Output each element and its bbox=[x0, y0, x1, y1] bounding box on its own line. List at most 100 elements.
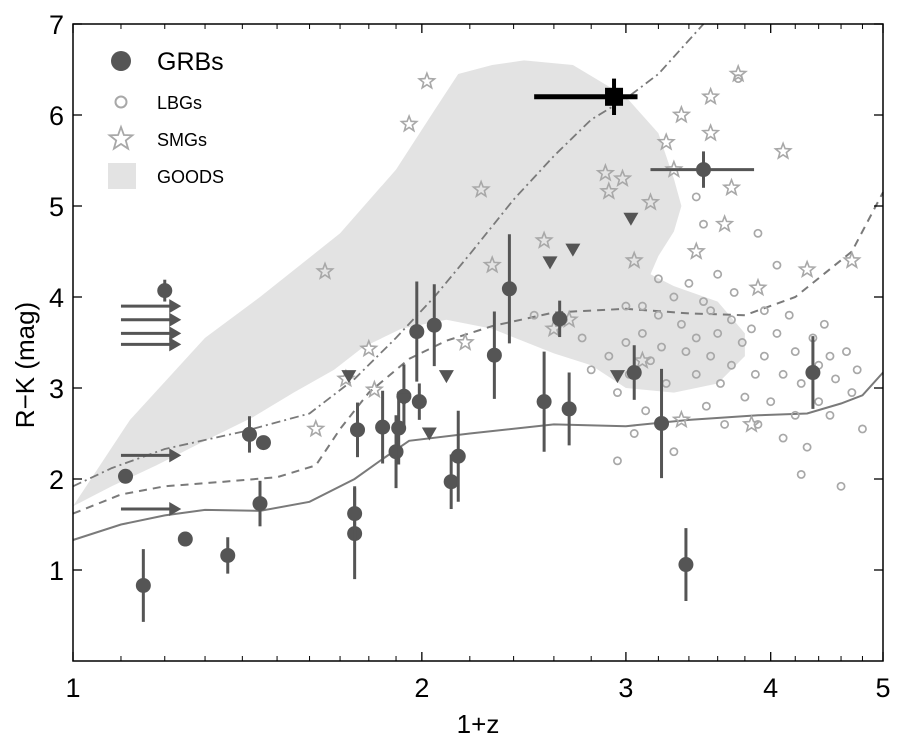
lbg-point bbox=[691, 369, 701, 379]
grb-point bbox=[350, 422, 366, 438]
legend-lbg-marker bbox=[114, 95, 128, 109]
smg-point bbox=[640, 192, 661, 211]
upper-limit-triangle bbox=[438, 370, 454, 384]
lbg-point bbox=[604, 351, 614, 361]
lbg-point bbox=[701, 401, 711, 411]
legend-label-lbgs: LBGs bbox=[157, 93, 202, 113]
lower-limit-arrowhead bbox=[169, 299, 182, 314]
smg-points-layer bbox=[306, 63, 862, 438]
smg-point bbox=[728, 63, 748, 83]
smg-point bbox=[748, 277, 768, 297]
lbg-point bbox=[681, 347, 691, 357]
lbg-point bbox=[790, 410, 800, 420]
smg-point bbox=[842, 250, 862, 269]
smg-point bbox=[306, 418, 326, 438]
lbg-point bbox=[796, 470, 806, 479]
y-axis-label: R−K (mag) bbox=[10, 302, 40, 428]
x-tick-label: 1 bbox=[65, 673, 80, 703]
smg-point bbox=[315, 261, 335, 280]
solid-model-curve bbox=[72, 371, 884, 541]
limit-markers-layer bbox=[120, 212, 639, 517]
lower-limit-arrowhead bbox=[169, 448, 182, 463]
lbg-point bbox=[586, 365, 596, 375]
smg-point bbox=[632, 350, 653, 370]
lbg-point bbox=[577, 333, 587, 343]
grb-point bbox=[450, 448, 466, 464]
lbg-point bbox=[613, 388, 622, 397]
grb-point bbox=[501, 281, 517, 297]
smg-point bbox=[656, 132, 676, 151]
x-tick-label: 3 bbox=[618, 673, 633, 703]
upper-limit-triangle bbox=[609, 370, 625, 384]
goods-region-layer bbox=[73, 60, 745, 507]
lbg-point bbox=[713, 269, 723, 279]
lbg-point bbox=[699, 297, 708, 306]
dashed-model-curve bbox=[72, 191, 884, 515]
y-tick-label: 2 bbox=[49, 465, 64, 495]
lbg-point bbox=[706, 306, 716, 316]
y-tick-label: 7 bbox=[49, 10, 64, 40]
lbg-point bbox=[772, 260, 782, 270]
legend-label-smgs: SMGs bbox=[157, 130, 207, 150]
lbg-point bbox=[858, 424, 867, 434]
upper-limit-triangle bbox=[542, 256, 558, 270]
lbg-point bbox=[706, 351, 716, 361]
grb-point bbox=[135, 577, 151, 593]
lbg-point bbox=[825, 351, 835, 361]
lbg-point bbox=[747, 324, 756, 334]
lbg-point bbox=[653, 274, 663, 284]
lbg-point bbox=[825, 410, 835, 420]
lbg-point bbox=[753, 419, 763, 429]
smg-point bbox=[417, 71, 437, 90]
lbg-point bbox=[819, 319, 829, 329]
goods-region bbox=[73, 60, 745, 507]
lbg-point bbox=[727, 360, 736, 370]
smg-point bbox=[700, 86, 721, 106]
upper-limit-triangle bbox=[565, 243, 581, 257]
smg-point bbox=[612, 168, 633, 188]
grb-point bbox=[678, 557, 694, 573]
grb-point bbox=[388, 444, 404, 460]
lower-limit-arrowhead bbox=[169, 502, 182, 517]
lbg-point bbox=[676, 319, 686, 329]
y-tick-label: 5 bbox=[49, 192, 64, 222]
smg-point bbox=[714, 213, 735, 233]
highlight-grb-layer bbox=[534, 78, 638, 115]
lower-limit-arrowhead bbox=[169, 326, 182, 341]
lbg-point bbox=[669, 292, 679, 302]
smg-point bbox=[595, 162, 616, 182]
highlight-grb-point bbox=[605, 87, 624, 106]
grb-point bbox=[552, 311, 568, 327]
y-tick-label: 1 bbox=[49, 556, 64, 586]
smg-point bbox=[671, 104, 692, 124]
lbg-point bbox=[847, 388, 857, 397]
grb-point bbox=[805, 365, 821, 381]
smg-point bbox=[624, 250, 644, 269]
x-tick-label: 2 bbox=[414, 673, 429, 703]
smg-point bbox=[482, 254, 502, 274]
lbg-point bbox=[720, 419, 730, 429]
lbg-point bbox=[637, 328, 647, 338]
lbg-point bbox=[669, 447, 679, 457]
upper-limit-triangle bbox=[396, 393, 412, 407]
smg-point bbox=[399, 113, 419, 133]
smg-point bbox=[700, 122, 721, 142]
grb-point bbox=[347, 506, 363, 522]
smg-point bbox=[741, 414, 762, 433]
lbg-point bbox=[790, 347, 800, 357]
lbg-point bbox=[613, 456, 622, 466]
upper-limit-triangle bbox=[341, 370, 357, 384]
lbg-point bbox=[750, 369, 760, 379]
grb-point bbox=[255, 435, 271, 451]
y-tick-label: 6 bbox=[49, 101, 64, 131]
grb-point bbox=[695, 162, 711, 178]
smg-point bbox=[455, 332, 475, 351]
y-tick-label: 3 bbox=[49, 374, 64, 404]
lbg-point bbox=[759, 351, 769, 361]
smg-point bbox=[686, 241, 707, 260]
y-tick-label: 4 bbox=[49, 283, 64, 313]
legend-goods-marker bbox=[108, 163, 136, 189]
legend-label-goods: GOODS bbox=[157, 167, 224, 187]
grb-point bbox=[157, 283, 173, 299]
